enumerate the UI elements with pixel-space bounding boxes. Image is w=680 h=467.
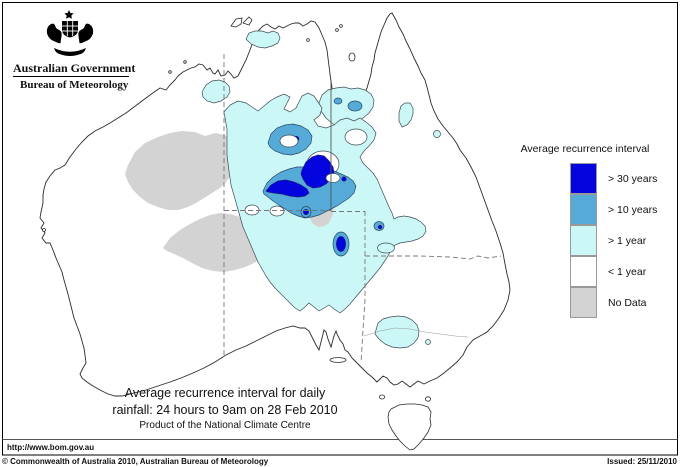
legend-swatch — [570, 255, 597, 287]
extreme-region-west — [265, 179, 310, 198]
legend-items: > 30 years > 10 years > 1 year < 1 year No D… — [570, 162, 658, 318]
rain-dot-nsw-east — [425, 339, 431, 345]
wessel-island-2 — [339, 24, 343, 28]
caption-line3: Product of the National Climate Centre — [139, 420, 311, 431]
dry-hole-in-ring — [279, 134, 299, 148]
dry-hole-5 — [344, 128, 368, 146]
king-island — [378, 394, 385, 400]
legend-label: No Data — [608, 296, 647, 309]
rain-region-capeyork — [398, 102, 414, 128]
legend-swatch — [570, 193, 597, 225]
nodata-region-west — [125, 131, 233, 210]
border-qld-nsw — [365, 255, 502, 260]
caption-line1: Average recurrence interval for daily — [124, 386, 326, 400]
dry-hole-in-blue — [325, 173, 341, 183]
legend-row: > 30 years — [570, 162, 658, 194]
kimberley-islet-1 — [168, 70, 172, 74]
kangaroo-island — [329, 357, 347, 363]
dry-hole-2 — [269, 205, 285, 217]
legend-swatch — [570, 286, 597, 318]
arnhem-islet — [306, 38, 310, 42]
bathurst-island — [230, 17, 243, 28]
extreme-spot-bullseye — [336, 236, 346, 252]
coat-of-arms-icon — [46, 10, 94, 56]
legend-label: > 10 years — [608, 203, 658, 216]
legend-swatch — [570, 162, 597, 194]
map-frame — [2, 2, 678, 456]
heavy-spot-gulf — [347, 100, 363, 112]
border-sa-nsw — [360, 211, 366, 364]
legend-row: > 1 year — [570, 224, 657, 256]
bureau-title: Bureau of Meteorology — [20, 79, 129, 91]
legend-label: > 1 year — [608, 234, 647, 247]
rain-region-topend — [245, 30, 281, 49]
issued-date: Issued: 25/11/2010 — [607, 457, 677, 466]
dry-hole-1 — [244, 204, 260, 216]
kimberley-islet-2 — [183, 60, 187, 64]
caption-line2: rainfall: 24 hours to 9am on 28 Feb 2010 — [112, 403, 338, 417]
extreme-dot-east — [377, 224, 383, 230]
legend-row: < 1 year — [570, 255, 657, 287]
legend-row: No Data — [570, 286, 657, 318]
groote-eylandt — [348, 52, 356, 62]
extreme-dot-mid — [341, 176, 347, 182]
flinders-island — [424, 396, 431, 402]
border-nsw-vic — [363, 327, 469, 338]
wessel-island-1 — [335, 28, 339, 32]
rain-region-kimberley — [201, 79, 231, 104]
legend-row: > 10 years — [570, 193, 658, 225]
bom-url: http://www.bom.gov.au — [7, 443, 95, 452]
map-caption: Average recurrence interval for daily ra… — [80, 385, 370, 433]
melville-island — [242, 16, 253, 26]
government-title: Australian Government — [13, 61, 136, 75]
legend-title: Average recurrence interval — [520, 143, 650, 155]
legend-label: > 30 years — [608, 172, 658, 185]
legend-swatch — [570, 224, 597, 256]
rain-dot-nsw-north — [377, 242, 395, 254]
header-rule — [13, 76, 129, 77]
sharkbay-islet — [42, 228, 46, 232]
heavy-spot-gulf2 — [333, 97, 343, 105]
rain-region-nsw — [374, 315, 420, 349]
tasmania — [387, 403, 432, 451]
legend-label: < 1 year — [608, 265, 647, 278]
rain-dot-qld-coast — [433, 130, 441, 138]
copyright-text: © Commonwealth of Australia 2010, Austra… — [2, 457, 269, 466]
